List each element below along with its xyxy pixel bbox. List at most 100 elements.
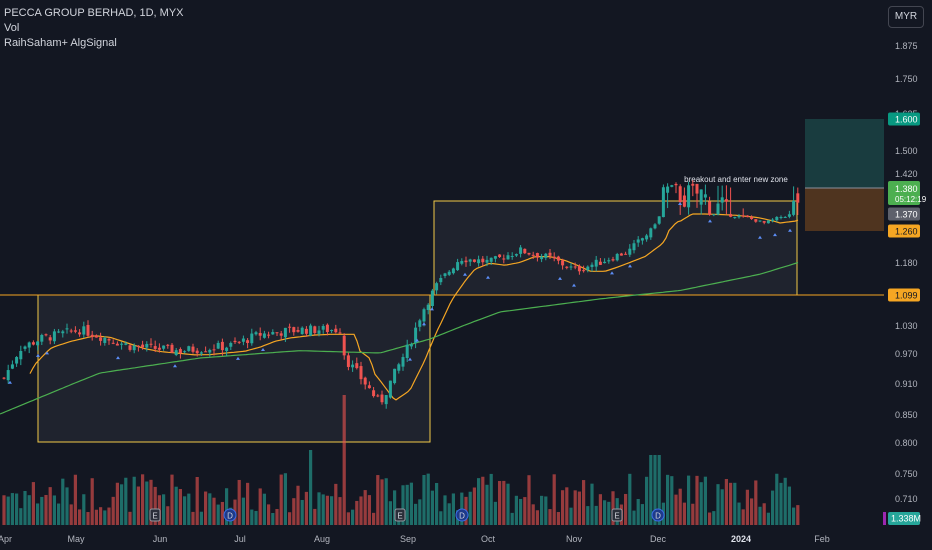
candle-body [796,193,800,203]
candle-body [153,346,157,349]
volume-bar [792,507,796,525]
volume-bar [745,489,749,525]
volume-bar [594,505,598,525]
volume-bar [653,455,657,525]
dividend-marker [455,508,469,522]
volume-bar [750,498,754,525]
candle-body [762,221,766,223]
volume-bar [367,495,371,525]
signal-marker [678,202,682,205]
price-axis: 1.8751.7501.6251.5001.4201.1801.0300.970… [895,41,918,504]
volume-bar [737,502,741,525]
volume-bar [514,495,518,525]
volume-bar [523,497,527,525]
volume-bar [376,475,380,525]
candle-body [388,380,392,398]
volume-bar [27,495,31,525]
volume-bar [338,497,342,525]
volume-bar [598,494,602,525]
volume-bar [237,479,241,525]
candle-body [288,326,292,328]
price-tick-label: 0.800 [895,438,918,448]
candle-body [510,256,514,258]
volume-bar [531,504,535,525]
signal-marker [261,347,265,351]
volume-bar [292,498,296,525]
volume-bar [40,496,44,525]
candle-body [775,216,779,221]
candle-body [792,200,796,215]
candle-body [384,395,388,405]
candle-body [544,253,548,258]
candle-body [636,239,640,243]
volume-bar [493,501,497,525]
volume-bar [758,506,762,525]
volume-bar [216,504,220,525]
currency-button[interactable]: MYR [888,6,924,28]
volume-bar [577,491,581,525]
candle-body [451,268,455,274]
event-marker-label: E [614,512,619,521]
volume-bar [187,493,191,525]
candle-body [31,342,35,345]
candle-body [678,186,682,203]
candle-body [552,256,556,259]
signal-marker [8,380,12,384]
candle-body [82,326,86,335]
candle-body [149,343,153,345]
candle-body [275,332,279,334]
volume-bar [489,473,493,525]
candle-body [367,385,371,389]
volume-bar [82,494,86,525]
volume-bar [435,482,439,525]
level-price-label: 1.099 [895,291,918,301]
range-box-2 [433,200,798,296]
candle-body [120,343,124,345]
volume-bar [195,476,199,525]
volume-bar [220,501,224,525]
candle-body [162,345,166,349]
volume-bar [313,508,317,525]
volume-bar [141,474,145,525]
candle-body [23,346,27,349]
candle-body [36,341,40,346]
volume-bar [766,512,770,525]
volume-bar [666,474,670,525]
indicator-legend[interactable]: RaihSaham+ AlgSignal [4,37,117,49]
volume-legend[interactable]: Vol [4,22,20,34]
candle-body [132,345,136,351]
candle-body [481,258,485,263]
volume-bar [258,488,262,525]
candle-body [346,355,350,367]
candle-body [607,260,611,262]
candle-body [758,220,762,222]
volume-bar [771,490,775,525]
symbol-title[interactable]: PECCA GROUP BERHAD, 1D, MYX [4,7,184,19]
volume-bar [6,496,10,525]
signal-marker [558,276,562,280]
signal-marker [422,322,426,326]
candle-body [271,332,275,335]
price-tick-label: 1.180 [895,258,918,268]
volume-bar [682,502,686,525]
volume-bar [439,511,443,525]
volume-bar [586,506,590,525]
volume-bar [73,474,77,525]
last-price-label: 1.380 [895,184,918,194]
candle-body [489,257,493,262]
price-tick-label: 0.910 [895,379,918,389]
signal-markers [8,202,792,384]
candle-body [178,349,182,354]
volume-bar [472,487,476,525]
signal-marker [463,272,467,276]
candle-body [355,363,359,369]
volume-bar [565,487,569,525]
volume-bar [481,476,485,525]
volume-bar [115,482,119,525]
volume-bar [279,474,283,525]
volume-bar [36,503,40,525]
candle-body [111,342,115,344]
earnings-marker [394,508,406,522]
volume-bar [502,480,506,525]
